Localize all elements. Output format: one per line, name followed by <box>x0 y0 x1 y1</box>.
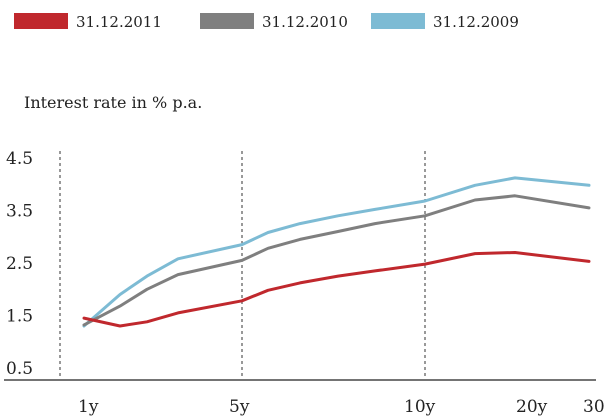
legend-swatch-31-12-2009 <box>371 13 425 29</box>
y-axis-label: Interest rate in % p.a. <box>24 93 202 112</box>
legend-swatch-31-12-2010 <box>200 13 254 29</box>
series-line-31-12-2011 <box>82 251 591 328</box>
y-axis-ticks: 0.5 1.5 2.5 3.5 4.5 <box>6 149 33 379</box>
series-lines <box>82 176 591 328</box>
y-tick-4-5: 4.5 <box>6 149 33 169</box>
y-tick-1-5: 1.5 <box>6 307 33 327</box>
legend-label-31-12-2011: 31.12.2011 <box>76 13 162 31</box>
legend-swatch-31-12-2011 <box>14 13 68 29</box>
grid-lines <box>4 151 596 381</box>
x-tick-5y: 5y <box>229 397 250 417</box>
x-tick-1y: 1y <box>78 397 99 417</box>
legend-label-31-12-2009: 31.12.2009 <box>433 13 519 31</box>
x-tick-30y: 30y <box>583 397 604 417</box>
x-tick-10y: 10y <box>404 397 436 417</box>
legend-label-31-12-2010: 31.12.2010 <box>262 13 348 31</box>
y-tick-3-5: 3.5 <box>6 202 33 222</box>
y-tick-0-5: 0.5 <box>6 359 33 379</box>
x-tick-20y: 20y <box>516 397 548 417</box>
x-axis-ticks: 1y 5y 10y 20y 30y <box>78 397 604 417</box>
y-tick-2-5: 2.5 <box>6 254 33 274</box>
legend: 31.12.2011 31.12.2010 31.12.2009 <box>14 13 519 31</box>
